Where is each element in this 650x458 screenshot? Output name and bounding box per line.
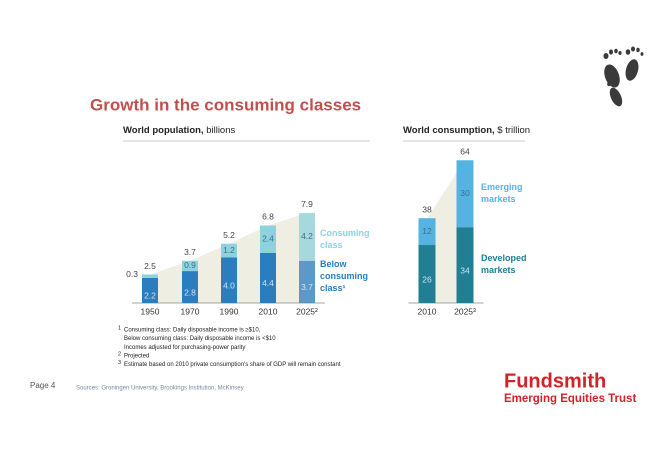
bar-segment — [418, 245, 436, 303]
legend-label: Developed markets — [481, 253, 527, 275]
bar-segment — [456, 160, 474, 228]
footnote-line: Below consuming class: Daily disposable … — [124, 336, 276, 342]
footnote-line: Projected — [124, 353, 149, 359]
total-label: 64 — [460, 147, 470, 157]
legend-label: Consuming class — [320, 228, 370, 250]
bar-segment — [299, 212, 315, 261]
bar-segment — [260, 252, 276, 303]
bar-segment — [418, 218, 436, 246]
bar-segment — [260, 225, 276, 253]
legend-entry: Below consuming class¹ — [320, 259, 369, 293]
total-label: 38 — [422, 205, 432, 215]
x-tick-label: 1970 — [181, 306, 200, 316]
sources: Sources: Groningen University, Brookings… — [76, 386, 244, 392]
bar-segment — [221, 243, 237, 258]
chart-title: World consumption, $ trillion — [403, 125, 530, 136]
value-label: 4.4 — [262, 278, 274, 288]
value-label: 2.8 — [184, 287, 196, 297]
total-label: 5.2 — [223, 230, 235, 240]
x-tick-label: 2025³ — [454, 306, 476, 316]
value-label: 12 — [422, 226, 432, 236]
chart-title-main: World population, — [123, 125, 204, 136]
value-label: 1.2 — [223, 245, 235, 255]
footnote-mark: 1 — [118, 325, 121, 331]
chart-unit: $ trillion — [497, 125, 530, 136]
total-label: 7.9 — [301, 199, 313, 209]
footnote-mark: 3 — [118, 360, 121, 366]
logo-tagline: Emerging Equities Trust — [504, 393, 636, 405]
footnote-line: Incomes adjusted for purchasing-power pa… — [124, 345, 245, 351]
legend-entry: Developed markets — [481, 253, 527, 275]
value-label: 34 — [460, 265, 470, 275]
value-label: 26 — [422, 274, 432, 284]
page-number: Page 4 — [30, 381, 56, 390]
logo-name: Fundsmith — [504, 370, 606, 392]
value-label: 0.3 — [126, 269, 138, 279]
footnote-line: Consuming class: Daily disposable income… — [124, 328, 261, 334]
value-label: 2.2 — [144, 291, 156, 301]
bar-segment — [182, 260, 198, 272]
chart-unit: billions — [206, 125, 235, 136]
value-label: 3.7 — [301, 282, 313, 292]
total-label: 6.8 — [262, 212, 274, 222]
bar-segment — [221, 257, 237, 303]
total-label: 2.5 — [144, 261, 156, 271]
x-tick-label: 2025² — [296, 306, 318, 316]
value-label: 4.0 — [223, 280, 235, 290]
chart-title: World population, billions — [123, 125, 235, 136]
bar-segment — [299, 260, 315, 303]
footnote-line: Estimate based on 2010 private consumpti… — [124, 362, 341, 368]
bar-segment — [182, 271, 198, 303]
value-label: 30 — [460, 188, 470, 198]
legend-label: Emerging markets — [481, 182, 523, 204]
legend-entry: Emerging markets — [481, 182, 523, 204]
x-tick-label: 2010 — [418, 306, 437, 316]
bar-segment — [142, 274, 158, 278]
footnote-mark: 2 — [118, 351, 121, 357]
value-label: 2.4 — [262, 233, 274, 243]
total-label: 3.7 — [184, 247, 196, 257]
x-tick-label: 2010 — [259, 306, 278, 316]
legend-label: Below consuming class¹ — [320, 259, 369, 293]
slide-title: Growth in the consuming classes — [90, 95, 361, 114]
chart-title-main: World consumption, — [403, 125, 495, 136]
legend-entry: Consuming class — [320, 228, 370, 250]
x-tick-label: 1990 — [220, 306, 239, 316]
value-label: 4.2 — [301, 231, 313, 241]
value-label: 0.9 — [184, 260, 196, 270]
x-tick-label: 1950 — [141, 306, 160, 316]
footprints-icon — [603, 46, 644, 107]
bar-segment — [456, 227, 474, 303]
bar-segment — [142, 277, 158, 303]
